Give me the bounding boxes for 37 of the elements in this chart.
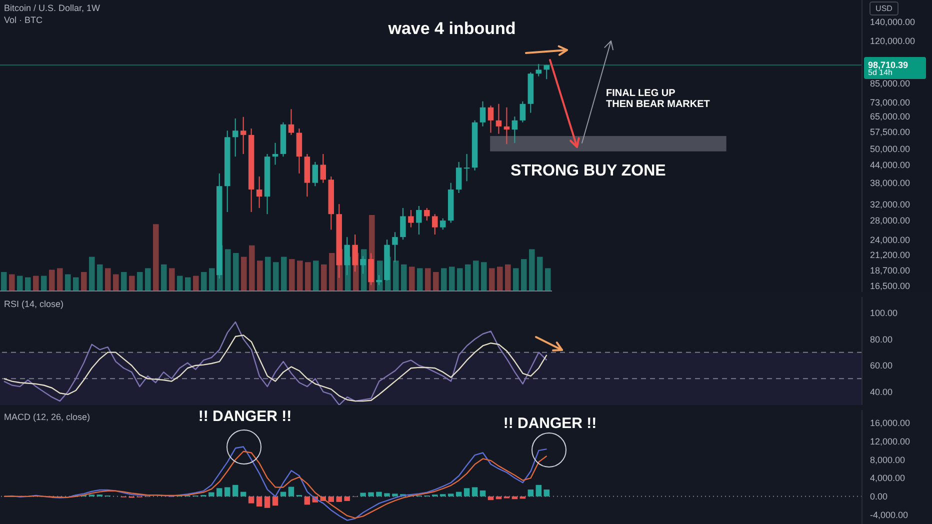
y-tick-label: 21,200.00	[870, 250, 910, 260]
y-tick-label: 80.00	[870, 334, 893, 344]
text: USD	[876, 4, 893, 13]
text: 5d 14h	[868, 68, 892, 77]
chart-title: Bitcoin / U.S. Dollar, 1W	[4, 3, 100, 13]
y-tick-label: 57,500.00	[870, 126, 910, 137]
y-tick-label: 16,000.00	[870, 418, 910, 428]
y-tick-label: 12,000.00	[870, 436, 910, 446]
y-tick-label: 44,000.00	[870, 160, 910, 170]
y-tick-label: 0.00	[870, 492, 888, 502]
y-tick-label: 4,000.00	[870, 473, 906, 484]
annotation: FINAL LEG UP THEN BEAR MARKET	[606, 88, 710, 110]
y-tick-label: 60.00	[870, 360, 893, 371]
y-tick-label: 85,000.00	[870, 78, 910, 89]
y-tick-label: 140,000.00	[870, 16, 916, 27]
y-tick-label: 24,000.00	[870, 234, 910, 245]
annotation: wave 4 inbound	[387, 19, 516, 38]
y-tick-label: 73,000.00	[870, 97, 910, 108]
chart-title: Vol · BTC	[4, 15, 43, 25]
y-tick-label: 40.00	[870, 387, 893, 398]
band-label: STRONG BUY ZONE	[510, 162, 666, 180]
y-tick-label: 18,700.00	[870, 266, 910, 276]
y-tick-label: 8,000.00	[870, 454, 906, 465]
chart-title: RSI (14, close)	[4, 299, 64, 309]
y-tick-label: 100.00	[870, 308, 898, 318]
y-tick-label: 32,000.00	[870, 199, 910, 210]
chart-title: MACD (12, 26, close)	[4, 412, 90, 422]
y-tick-label: 28,000.00	[870, 216, 910, 226]
y-tick-label: 50,000.00	[870, 144, 910, 154]
annotation: !! DANGER !!	[198, 408, 292, 425]
y-tick-label: 120,000.00	[870, 36, 916, 46]
y-tick-label: 65,000.00	[870, 112, 910, 122]
annotation: !! DANGER !!	[503, 415, 597, 432]
y-tick-label: -4,000.00	[870, 510, 908, 520]
ref-line-label: 98,710.39	[868, 60, 908, 70]
y-tick-label: 16,500.00	[870, 281, 910, 292]
y-tick-label: 38,000.00	[870, 178, 910, 188]
